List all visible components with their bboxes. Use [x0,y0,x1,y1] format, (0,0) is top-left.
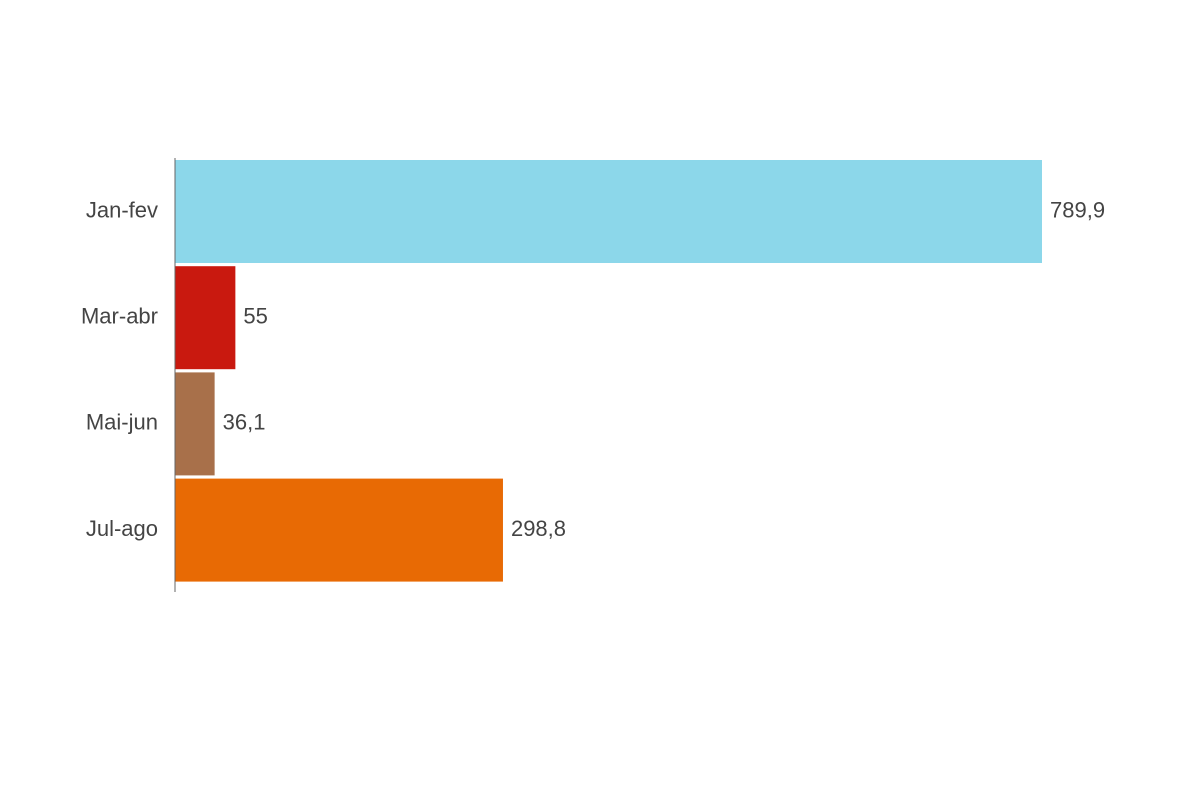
bar [175,478,503,582]
bar [175,160,1042,263]
value-label: 789,9 [1050,197,1105,222]
bar [175,372,215,476]
y-tick-label: Jul-ago [86,516,158,541]
y-tick-label: Mar-abr [81,304,158,329]
y-tick-label: Jan-fev [86,197,158,222]
value-label: 55 [243,304,267,329]
value-label: 298,8 [511,516,566,541]
value-label: 36,1 [223,410,266,435]
y-tick-label: Mai-jun [86,410,158,435]
bar [175,266,236,370]
